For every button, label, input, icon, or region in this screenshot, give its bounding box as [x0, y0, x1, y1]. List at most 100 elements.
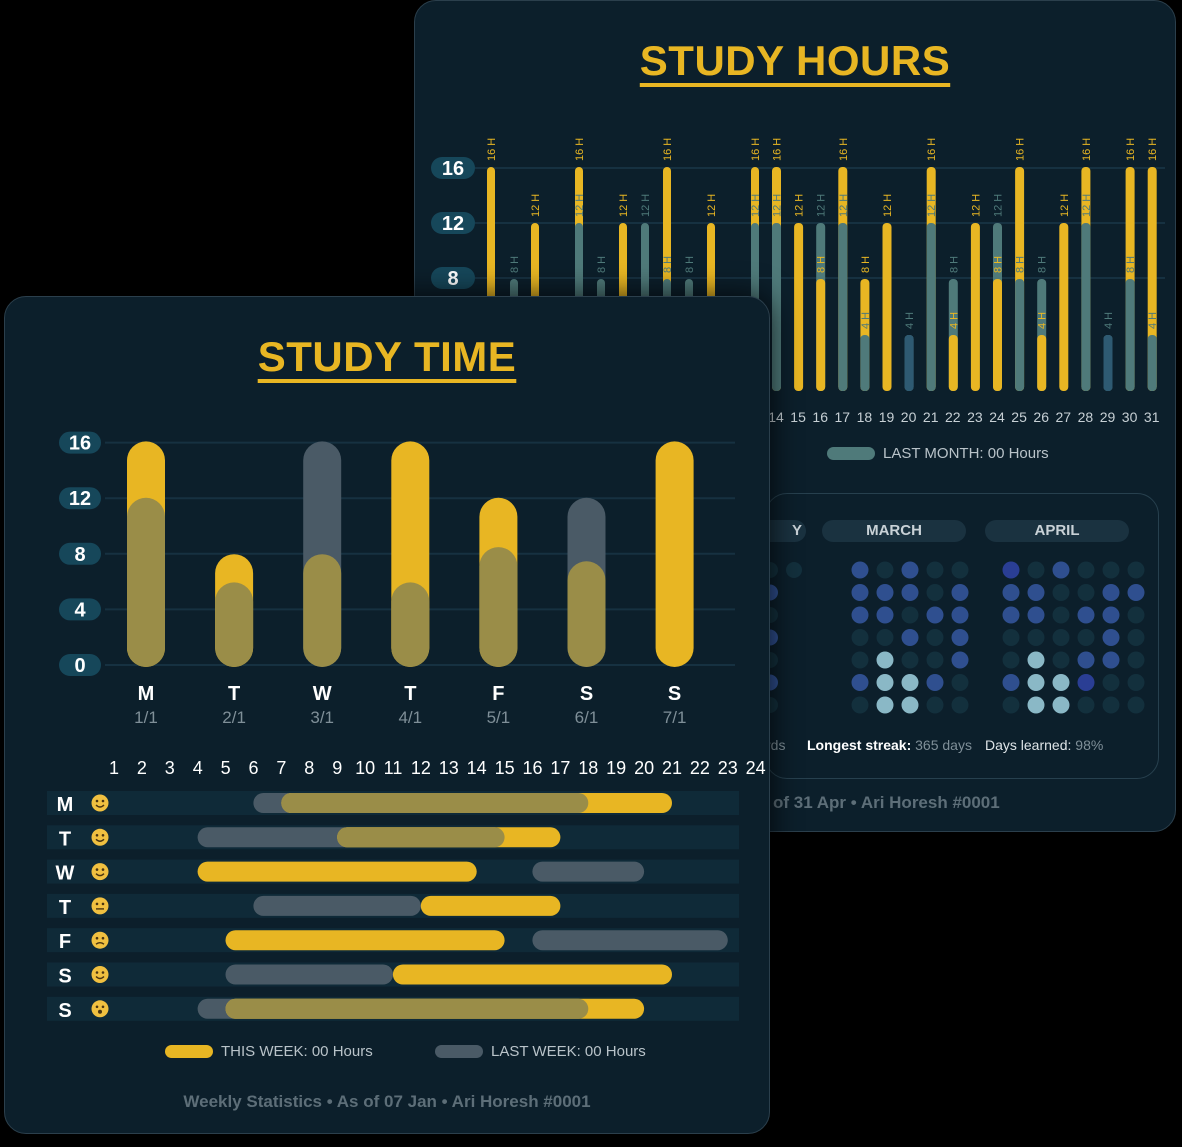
y-tick-pill [59, 431, 101, 454]
heat-cell [1127, 584, 1145, 601]
mood-eye [95, 868, 99, 871]
bar-value-label: 16 H [662, 138, 674, 161]
bar-value-label: 16 H [574, 138, 586, 161]
mood-grin-icon [91, 794, 109, 812]
mood-mouth [98, 1009, 102, 1014]
bar-overlap [860, 335, 870, 391]
heat-cell [1102, 674, 1120, 691]
hour-label: 6 [248, 758, 258, 778]
hour-label: 13 [439, 758, 459, 778]
bar-last-week [479, 547, 518, 667]
y-tick-pill [59, 487, 101, 510]
bar-value-label: 8 H [993, 256, 1005, 273]
heat-cell [1052, 696, 1070, 714]
x-tick-label: 20 [901, 409, 917, 425]
bar-overlap [948, 335, 958, 391]
heat-cell [1077, 696, 1095, 714]
bar-value-label: 16 H [1015, 138, 1027, 161]
heat-cell [951, 651, 969, 669]
heat-cell [926, 561, 944, 579]
heat-cell [901, 651, 919, 669]
x-tick-label: 15 [790, 409, 806, 425]
timeline-day-label: S [58, 1000, 71, 1022]
hour-label: 4 [193, 758, 203, 778]
y-tick-pill [431, 157, 475, 179]
legend-last-month-swatch [827, 447, 875, 460]
heat-cell [876, 629, 894, 646]
day-label: M [138, 683, 155, 705]
bar-overlap [1037, 335, 1047, 391]
heat-cell [926, 674, 944, 691]
legend-this-week-swatch [165, 1045, 213, 1058]
heat-cell [1127, 561, 1145, 579]
mood-eye [101, 799, 105, 803]
mood-eye [95, 902, 99, 906]
bar-value-label: 8 H [662, 256, 674, 273]
front-footer: Weekly Statistics • As of 07 Jan • Ari H… [183, 1092, 591, 1111]
study-hours-title: STUDY HOURS [639, 37, 951, 84]
date-label: 5/1 [487, 708, 511, 727]
y-tick-label: 0 [74, 655, 85, 677]
mood-eye [95, 971, 99, 974]
mood-eye [101, 902, 105, 906]
day-label: S [668, 683, 681, 705]
date-label: 3/1 [310, 708, 334, 727]
heat-cell [1027, 651, 1045, 669]
hour-label: 22 [690, 758, 710, 778]
bar-value-label: 16 H [1125, 138, 1137, 161]
stat-days-learned-label: Days learned: [985, 737, 1072, 753]
heat-cell [851, 606, 869, 624]
heat-cell [786, 562, 802, 578]
overlap-span [225, 998, 589, 1019]
date-label: 7/1 [663, 708, 687, 727]
y-tick-label: 16 [442, 158, 464, 180]
bar-last-week [215, 582, 254, 667]
legend-last-week: LAST WEEK: 00 Hours [435, 1043, 646, 1060]
legend-last-month-label: LAST MONTH: 00 Hours [883, 445, 1049, 462]
mood-mouth [95, 804, 105, 808]
hour-label: 18 [578, 758, 598, 778]
heat-cell [1027, 561, 1045, 579]
bar-value-label: 12 H [1081, 194, 1093, 217]
timeline-day-label: F [59, 931, 71, 953]
heat-cell [851, 561, 869, 579]
bar-value-label: 8 H [1037, 256, 1049, 273]
bar-value-label: 16 H [750, 138, 762, 161]
bar-value-label: 12 H [750, 194, 762, 217]
bar-value-label: 4 H [904, 312, 916, 329]
heat-cell [876, 674, 894, 691]
heat-cell [1077, 584, 1095, 601]
hour-label: 24 [746, 758, 766, 778]
timeline-chart: 1 2 3 4 5 6 7 8 9 10 11 12 13 14 15 16 17 18 19 20 21 22 23 24M… [47, 758, 766, 1022]
hour-label: 21 [662, 758, 682, 778]
hour-label: 10 [355, 758, 375, 778]
heat-cell [1127, 696, 1145, 714]
bar-value-label: 4 H [1147, 312, 1159, 329]
bar-value-label: 16 H [1081, 138, 1093, 161]
heat-cell [1002, 674, 1020, 691]
heat-cell [901, 629, 919, 646]
day-label: F [492, 683, 504, 705]
heat-cell [1052, 651, 1070, 669]
bar-value-label: 4 H [1037, 312, 1049, 329]
mood-eye [101, 936, 105, 940]
heat-cell [926, 629, 944, 646]
heat-cell [1127, 606, 1145, 624]
heat-cell [876, 606, 894, 624]
hour-label: 5 [221, 758, 231, 778]
bar-value-label: 12 H [926, 194, 938, 217]
bar-last-week [391, 582, 430, 667]
bar-value-label: 8 H [860, 256, 872, 273]
heat-cell [901, 561, 919, 579]
heat-cell [951, 674, 969, 691]
heat-cell [1052, 561, 1070, 579]
bar-value-label: 16 H [486, 138, 498, 161]
bar-this-week [567, 561, 606, 667]
heat-cell [1127, 651, 1145, 669]
mood-mouth [95, 873, 105, 877]
heat-cell [1027, 629, 1045, 646]
stat-days-learned-value: 98% [1075, 737, 1104, 753]
y-tick-pill [431, 267, 475, 289]
heat-cell [851, 629, 869, 646]
overlap-span [281, 793, 589, 813]
